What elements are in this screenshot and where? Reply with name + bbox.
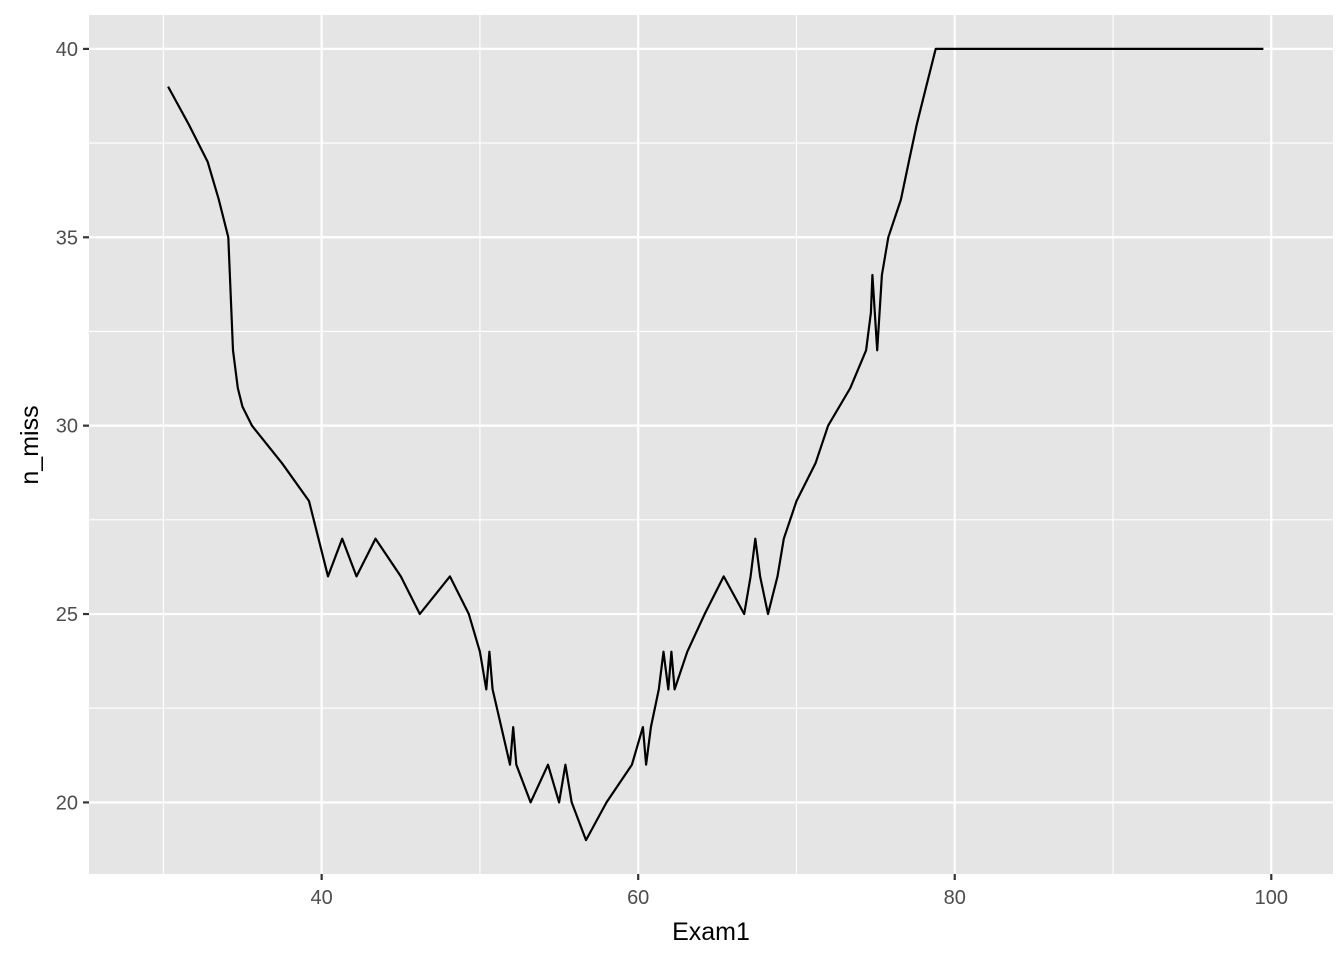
plot-panel [89,15,1333,874]
y-tick-label: 40 [56,39,78,61]
x-tick-label: 60 [627,887,649,909]
axis-ticks [83,47,1273,880]
y-tick-label: 35 [56,227,78,249]
x-tick-label: 40 [311,887,333,909]
y-tick-label: 30 [56,416,78,438]
data-series [167,47,1264,842]
y-tick-label: 25 [56,604,78,626]
major-gridlines [89,15,1333,874]
y-tick-label: 20 [56,792,78,814]
minor-gridlines [89,15,1333,874]
x-tick-label: 100 [1255,887,1288,909]
series-line [167,47,1264,842]
axis-tick-labels: 40 60 80 100 20 25 30 35 40 [56,39,1288,909]
x-tick-label: 80 [944,887,966,909]
y-axis-title: n_miss [16,405,44,484]
x-axis-title: Exam1 [672,918,750,946]
